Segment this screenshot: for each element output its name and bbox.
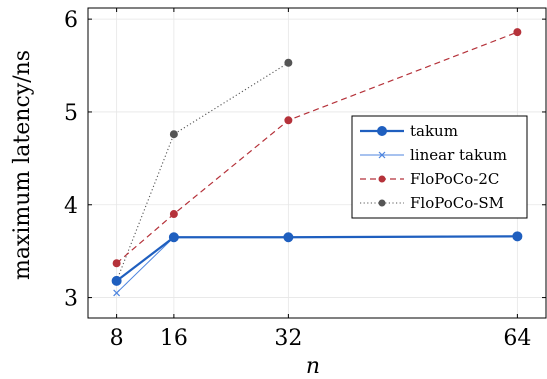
plot-series [111, 28, 523, 297]
legend-label: takum [410, 122, 458, 140]
series-point [378, 199, 386, 207]
legend-entry: FloPoCo-2C [360, 170, 499, 188]
y-tick-label: 5 [64, 101, 78, 126]
legend-label: FloPoCo-SM [410, 194, 504, 212]
series-line [116, 62, 289, 282]
series-point [378, 175, 386, 183]
series-point [377, 126, 387, 136]
series-point [111, 275, 122, 286]
legend-entry: FloPoCo-SM [360, 194, 504, 212]
y-axis-label: maximum latency/ns [10, 50, 35, 280]
series-point [284, 116, 293, 125]
series-point [113, 289, 121, 297]
x-tick-label: 32 [274, 326, 302, 351]
legend: takum linear takum FloPoCo-2C FloPoCo-SM [351, 115, 528, 219]
series-point [169, 210, 178, 219]
y-tick-label: 3 [64, 287, 78, 312]
series-point [378, 151, 386, 159]
y-tick-label: 4 [64, 194, 78, 219]
series-point [512, 231, 523, 242]
series-point [168, 232, 179, 243]
x-tick-label: 64 [503, 326, 531, 351]
legend-entry: takum [360, 122, 458, 140]
series-point [112, 259, 121, 268]
x-tick-label: 8 [110, 326, 124, 351]
series-linear-takum [113, 232, 521, 297]
series-takum [111, 231, 523, 286]
plot-frame [87, 7, 547, 319]
series-point [169, 130, 178, 139]
series-point [283, 232, 294, 243]
axes: 8 16 32 64 3 4 5 6 [64, 7, 547, 351]
legend-entry: linear takum [360, 146, 507, 164]
series-flopoco-sm [112, 58, 293, 285]
series-line [116, 235, 518, 294]
series-point [513, 28, 522, 37]
x-axis-label: n [306, 354, 320, 379]
legend-label: FloPoCo-2C [410, 170, 499, 188]
y-tick-label: 6 [64, 8, 78, 33]
x-tick-label: 16 [160, 326, 188, 351]
series-line [115, 235, 518, 282]
series-flopoco-2c [112, 28, 522, 268]
legend-label: linear takum [410, 146, 507, 164]
series-point [284, 58, 293, 67]
